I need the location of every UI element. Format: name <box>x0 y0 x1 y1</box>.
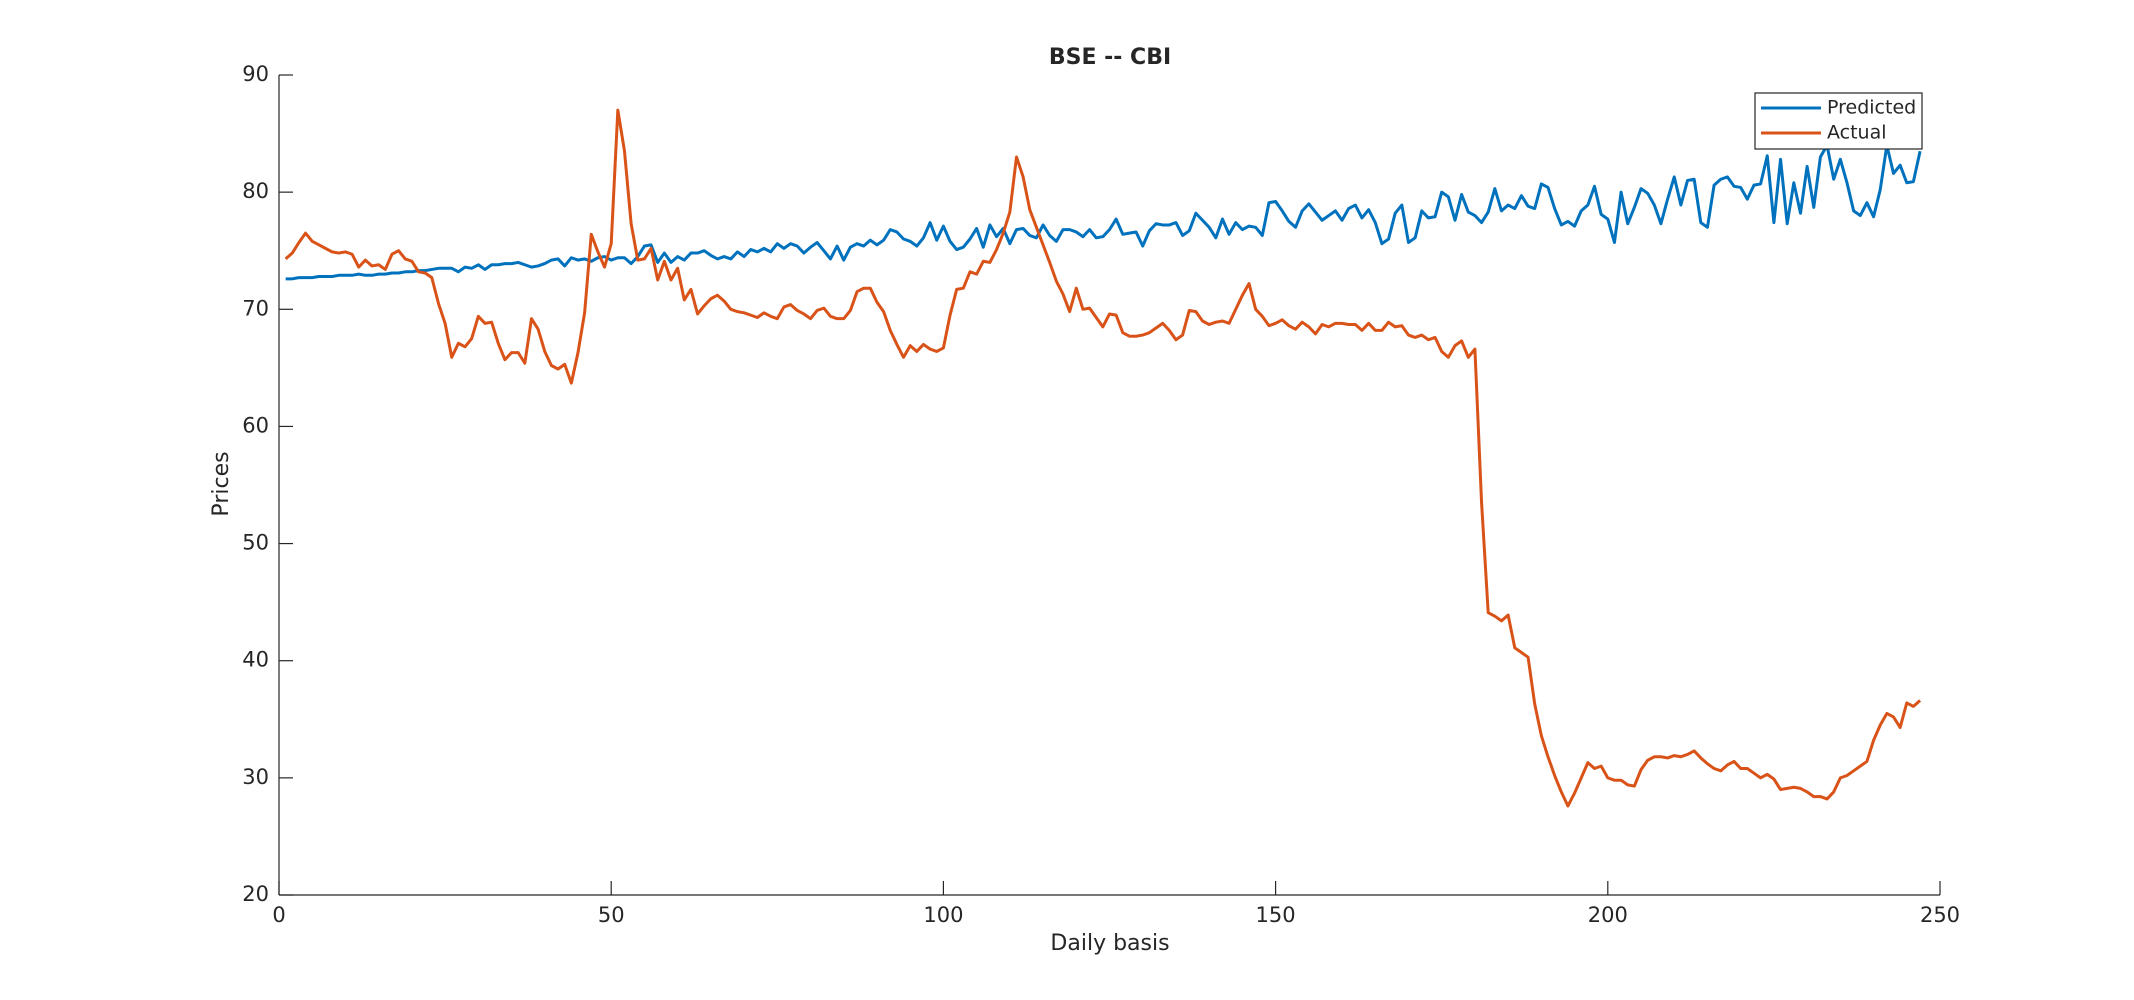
x-tick-label: 0 <box>272 903 285 927</box>
x-tick-label: 200 <box>1588 903 1628 927</box>
x-axis-label: Daily basis <box>1050 931 1169 956</box>
y-tick-label: 80 <box>242 179 269 203</box>
data-line <box>284 108 1922 808</box>
legend-label: Actual <box>1827 122 1887 144</box>
y-axis-label: Prices <box>209 451 234 516</box>
y-tick-label: 70 <box>242 296 269 320</box>
y-tick-label: 90 <box>242 62 269 86</box>
x-tick-label: 100 <box>923 903 963 927</box>
legend-box <box>1754 92 1923 150</box>
data-line <box>285 143 1922 281</box>
x-tick-label: 50 <box>598 903 625 927</box>
legend-label: Predicted <box>1827 97 1916 119</box>
y-tick-label: 20 <box>242 882 269 906</box>
x-tick-label: 150 <box>1256 903 1296 927</box>
chart-title: BSE -- CBI <box>1049 45 1171 70</box>
y-tick-label: 50 <box>242 531 269 555</box>
y-tick-label: 40 <box>242 648 269 672</box>
x-tick-label: 250 <box>1920 903 1960 927</box>
y-tick-label: 30 <box>242 765 269 789</box>
y-tick-label: 60 <box>242 413 269 437</box>
